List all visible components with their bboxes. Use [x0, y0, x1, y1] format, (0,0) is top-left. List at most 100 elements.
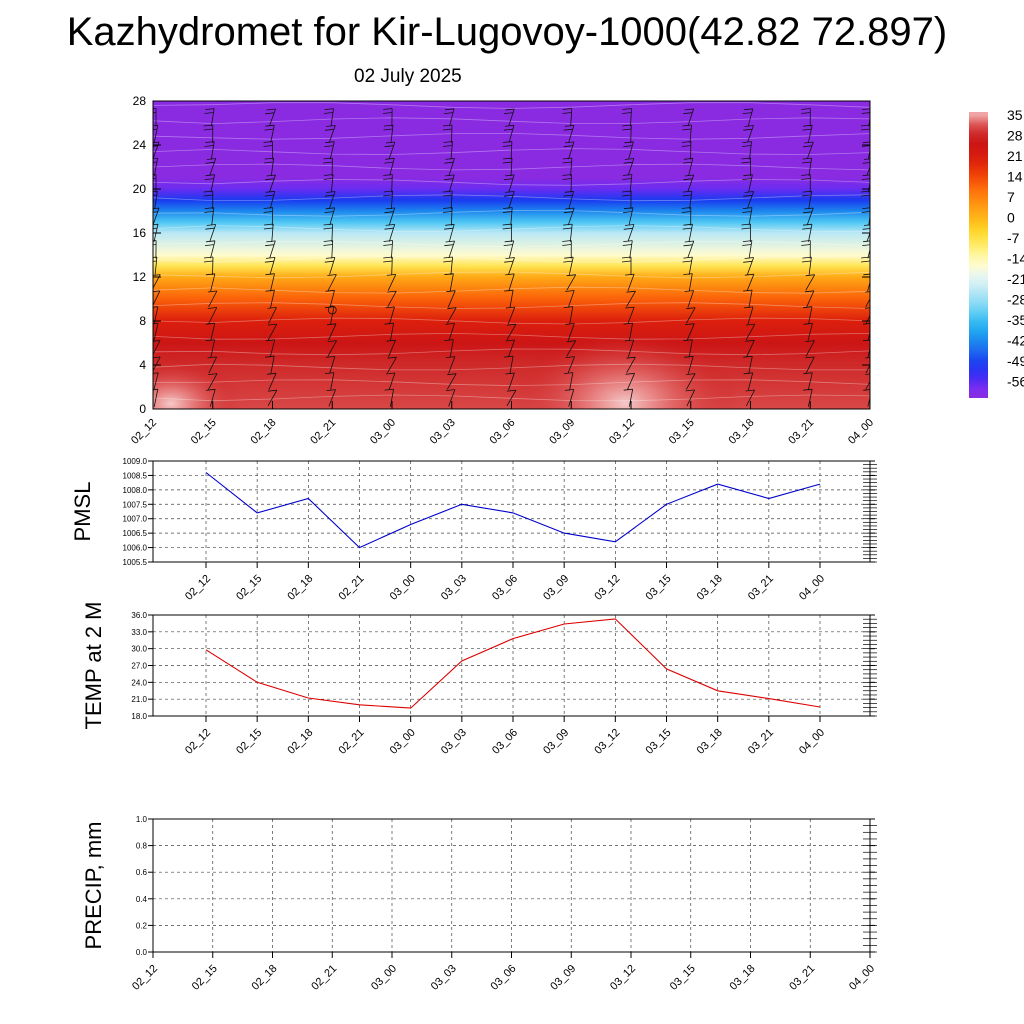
wind-barb-feather: [446, 290, 456, 293]
wind-barb: [270, 125, 275, 143]
wind-barb-feather: [566, 340, 576, 343]
wind-barb: [627, 373, 635, 390]
wind-barb-feather: [444, 273, 454, 276]
wind-barb-feather: [445, 174, 455, 177]
y-axis-label: PMSL: [70, 482, 95, 542]
y-tick-label: 20: [133, 182, 147, 196]
wind-barb: [267, 323, 278, 341]
wind-barb: [270, 158, 275, 176]
wind-barb: [568, 389, 575, 407]
wind-barb: [568, 257, 574, 275]
wind-barb-feather: [622, 194, 632, 197]
wind-barb: [807, 389, 813, 407]
wind-barb-feather: [327, 340, 337, 342]
y-tick-label: 24.0: [131, 678, 147, 687]
wind-barb: [508, 125, 515, 143]
wind-barb: [391, 174, 393, 193]
wind-barb: [447, 290, 456, 308]
wind-barb: [686, 323, 695, 341]
colorbar-label: -49: [1007, 353, 1024, 369]
wind-barb-feather: [624, 141, 634, 144]
wind-barb: [570, 174, 572, 193]
wind-barb-feather: [323, 223, 333, 226]
wind-barb-feather: [325, 141, 335, 144]
wind-barb: [569, 306, 574, 325]
colorbar-label: -56: [1007, 374, 1024, 390]
wind-barb-feather: [622, 108, 632, 110]
wind-barb-feather: [502, 161, 512, 164]
wind-barb: [328, 323, 337, 341]
wind-barb: [329, 207, 336, 226]
plot-area: [153, 615, 870, 716]
wind-barb: [212, 256, 214, 276]
wind-barb-feather: [741, 157, 751, 160]
wind-barb-feather: [266, 108, 276, 111]
wind-barb: [808, 158, 812, 176]
x-tick-label: 02_18: [285, 727, 315, 757]
x-tick-label: 02_15: [234, 573, 264, 603]
wind-barb-feather: [383, 108, 393, 110]
y-tick-label: 33.0: [131, 628, 147, 637]
wind-barb-feather: [861, 145, 870, 147]
wind-barb: [627, 224, 635, 242]
wind-barb: [808, 257, 812, 275]
x-tick-label: 02_21: [337, 727, 367, 757]
wind-barb: [510, 157, 513, 177]
wind-barb: [746, 340, 755, 357]
wind-barb-feather: [686, 373, 696, 375]
wind-barb-feather: [325, 207, 335, 210]
wind-barb-feather: [861, 260, 870, 263]
wind-barb-feather: [385, 207, 395, 210]
wind-barb-feather: [153, 356, 161, 359]
wind-barb: [865, 364, 870, 374]
wind-barb-feather: [383, 128, 393, 131]
y-tick-label: 1006.5: [123, 529, 148, 538]
y-tick-label: 1005.5: [123, 558, 148, 567]
wind-barb: [867, 346, 870, 358]
wind-barb-feather: [686, 307, 696, 310]
wind-barb: [506, 324, 517, 340]
wind-barb-feather: [683, 112, 693, 115]
wind-barb-feather: [153, 340, 161, 342]
wind-barb-feather: [564, 256, 574, 259]
x-tick-label: 04_00: [797, 727, 827, 757]
wind-barb: [210, 339, 215, 358]
wind-barb: [507, 306, 516, 325]
colorbar-label: -21: [1007, 271, 1024, 287]
wind-barb-feather: [207, 307, 217, 309]
wind-barb: [330, 306, 335, 325]
y-tick-label: 0: [139, 402, 146, 416]
wind-barb-feather: [743, 108, 753, 111]
wind-barb-feather: [205, 227, 215, 230]
wind-barb: [153, 323, 159, 341]
series-line: [205, 472, 821, 549]
wind-barb-feather: [803, 388, 813, 391]
wind-barb: [748, 290, 753, 308]
wind-barb-feather: [444, 227, 454, 230]
wind-barb: [686, 373, 696, 390]
y-tick-label: 0.2: [136, 921, 148, 930]
wind-barb-feather: [563, 194, 573, 197]
y-tick-label: 1.0: [136, 815, 148, 824]
wind-barb: [807, 323, 813, 341]
wind-barb-feather: [623, 211, 633, 213]
wind-barb: [209, 389, 216, 407]
cross-section-heatmap: 0 4 8 12 16 20 24 28 02_12 02_15 02_18 02_21 03_00 03…: [129, 94, 876, 447]
x-tick-label: 03_09: [547, 417, 577, 447]
wind-barb-feather: [862, 228, 870, 230]
wind-barb: [331, 223, 333, 243]
chart-title: Kazhydromet for Kir-Lugovoy-1000(42.82 7…: [66, 10, 948, 54]
wind-barb-feather: [205, 240, 216, 243]
wind-barb-feather: [861, 256, 870, 259]
wind-barb-feather: [743, 260, 753, 263]
wind-barb: [629, 174, 633, 193]
wind-barb-feather: [203, 260, 213, 263]
wind-barb-feather: [802, 211, 813, 214]
wind-barb: [448, 389, 456, 407]
wind-barb-feather: [442, 124, 453, 127]
wind-barb-feather: [803, 372, 813, 375]
wind-barb: [508, 108, 515, 127]
wind-barb-feather: [685, 323, 695, 326]
y-tick-label: 0.8: [136, 842, 148, 851]
wind-barb-feather: [503, 244, 513, 246]
